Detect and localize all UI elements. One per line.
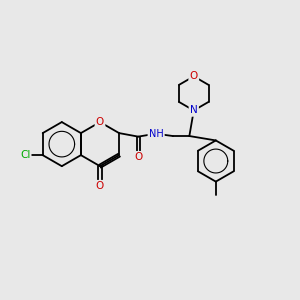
Text: NH: NH: [149, 129, 164, 139]
Text: O: O: [134, 152, 142, 162]
Text: N: N: [190, 106, 198, 116]
Text: Cl: Cl: [20, 150, 30, 160]
Text: O: O: [96, 117, 104, 127]
Text: O: O: [190, 71, 198, 81]
Text: O: O: [96, 181, 104, 191]
